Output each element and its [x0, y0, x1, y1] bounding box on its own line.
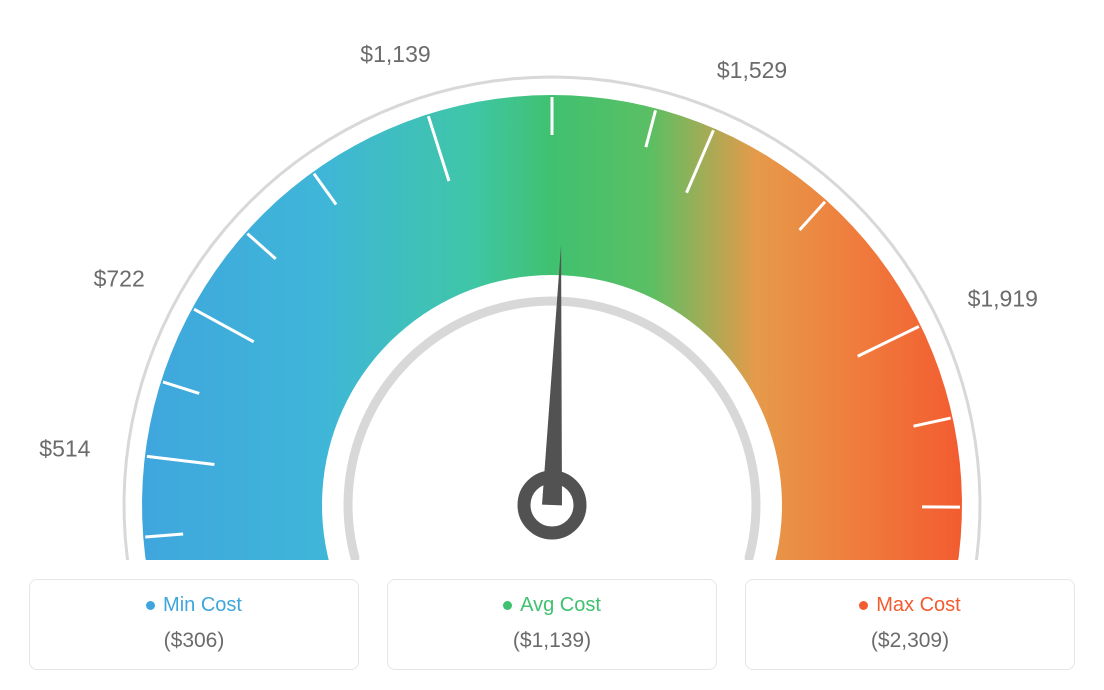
gauge-tick-label: $722 — [94, 266, 145, 293]
legend-row: Min Cost ($306) Avg Cost ($1,139) Max Cost ($… — [0, 579, 1104, 670]
legend-card-min-cost: Min Cost ($306) — [29, 579, 359, 670]
legend-title-text: Min Cost — [163, 594, 242, 617]
legend-title-text: Avg Cost — [520, 594, 601, 617]
legend-dot-icon — [503, 601, 512, 610]
gauge-tick-label: $1,139 — [360, 41, 430, 68]
legend-value: ($306) — [40, 629, 348, 653]
gauge-svg — [0, 0, 1104, 560]
legend-value: ($2,309) — [756, 629, 1064, 653]
legend-title: Max Cost — [859, 594, 960, 617]
legend-title-text: Max Cost — [876, 594, 960, 617]
legend-title: Avg Cost — [503, 594, 601, 617]
legend-value: ($1,139) — [398, 629, 706, 653]
legend-card-avg-cost: Avg Cost ($1,139) — [387, 579, 717, 670]
gauge-tick-label: $1,529 — [717, 57, 787, 84]
gauge-needle — [542, 245, 562, 505]
legend-dot-icon — [146, 601, 155, 610]
legend-title: Min Cost — [146, 594, 242, 617]
gauge-area: $306$514$722$1,139$1,529$1,919$2,309 — [0, 0, 1104, 560]
cost-gauge-infographic: $306$514$722$1,139$1,529$1,919$2,309 Min… — [0, 0, 1104, 690]
legend-dot-icon — [859, 601, 868, 610]
gauge-tick-label: $514 — [39, 436, 90, 463]
legend-card-max-cost: Max Cost ($2,309) — [745, 579, 1075, 670]
gauge-tick-label: $1,919 — [968, 286, 1038, 313]
